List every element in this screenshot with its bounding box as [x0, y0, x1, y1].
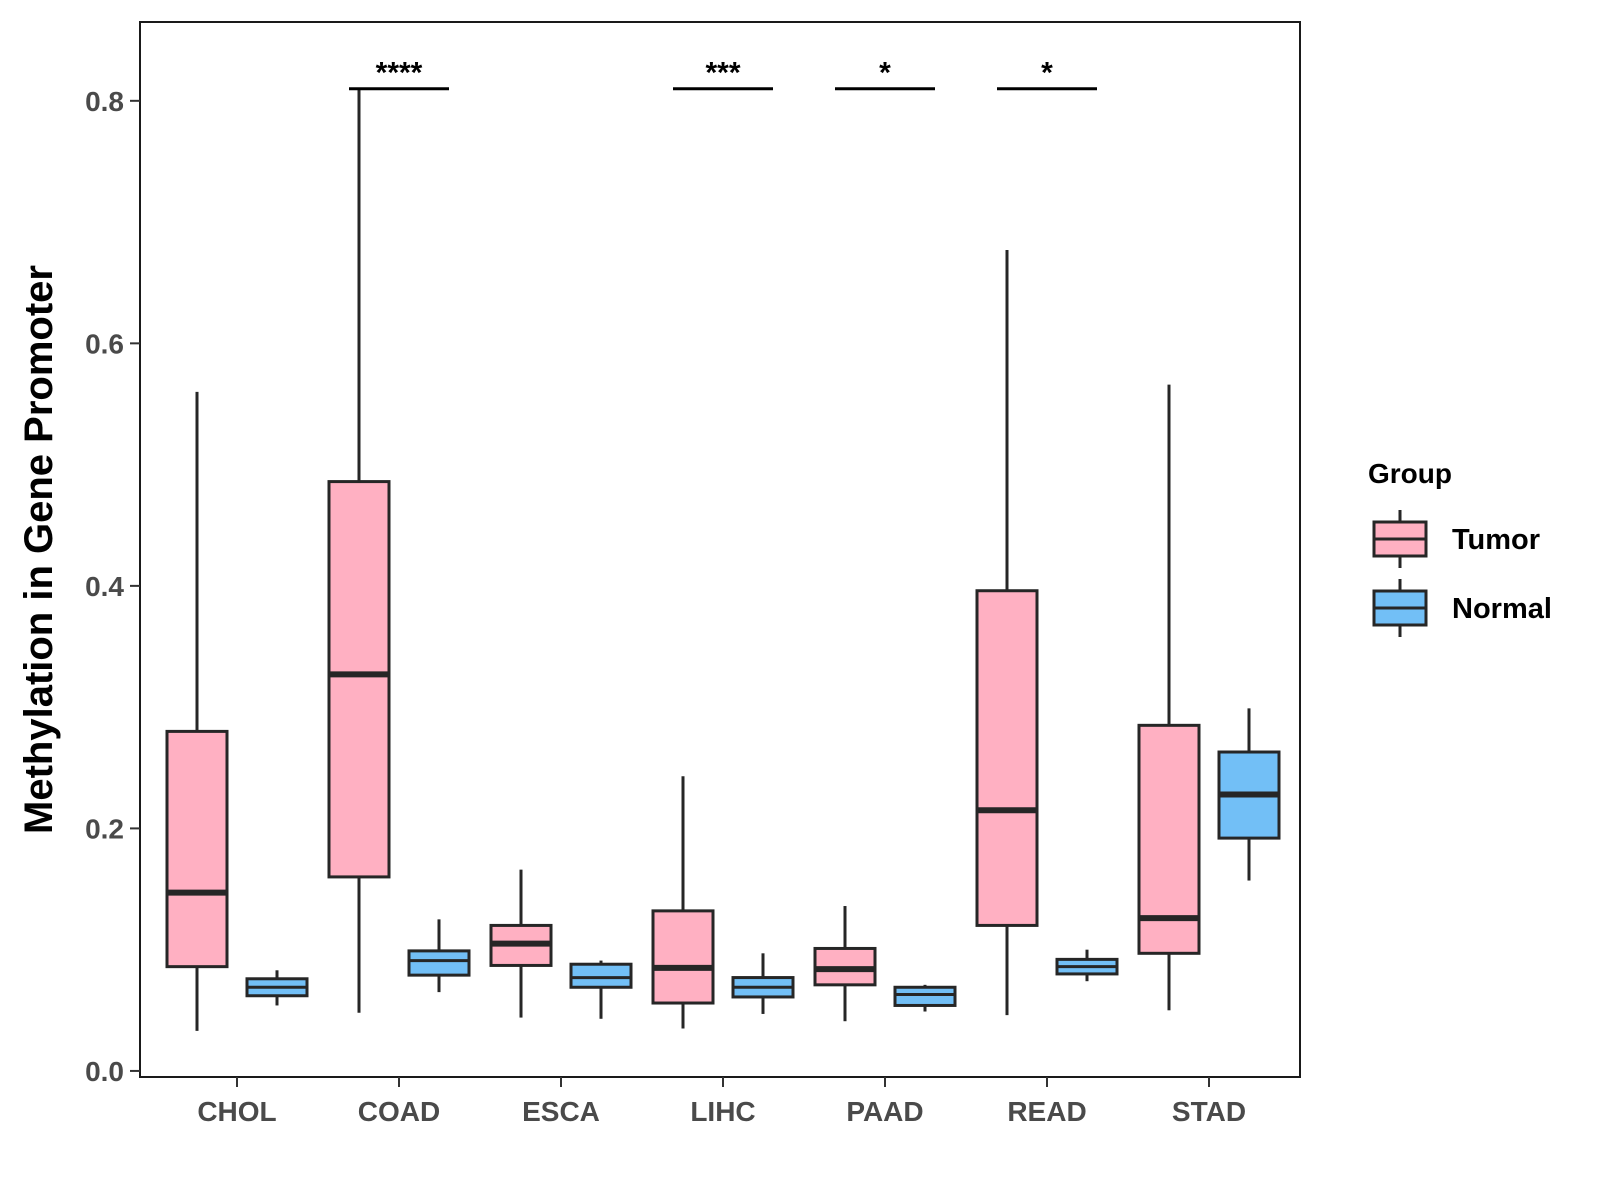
legend: Group Tumor Normal — [1368, 458, 1552, 637]
box-normal-read — [1055, 949, 1119, 982]
x-tick-label-coad: COAD — [358, 1096, 440, 1127]
box-normal-coad — [407, 919, 471, 993]
legend-title: Group — [1368, 458, 1452, 489]
box-tumor-paad — [813, 906, 877, 1022]
box-normal-stad — [1217, 708, 1281, 881]
y-axis: 0.0 0.2 0.4 0.6 0.8 — [85, 86, 140, 1087]
significance-label-coad: **** — [376, 57, 423, 90]
box-tumor-lihc — [651, 776, 715, 1029]
box-body-normal-esca — [569, 962, 633, 989]
y-tick-label-4: 0.8 — [85, 86, 124, 117]
x-tick-label-lihc: LIHC — [690, 1096, 755, 1127]
plot-panel-border — [139, 21, 1301, 1078]
x-tick-label-chol: CHOL — [197, 1096, 276, 1127]
box-body-tumor-coad — [327, 480, 391, 879]
legend-entries: Tumor Normal — [1372, 510, 1552, 637]
box-body-normal-coad — [407, 949, 471, 977]
y-axis-title: Methylation in Gene Promoter — [17, 265, 61, 834]
chart-marks: **** *** * * — [165, 57, 1281, 1031]
y-tick-label-0: 0.0 — [85, 1056, 124, 1087]
x-tick-label-paad: PAAD — [846, 1096, 923, 1127]
legend-entry-normal: Normal — [1372, 579, 1552, 637]
x-tick-label-read: READ — [1007, 1096, 1086, 1127]
box-body-normal-paad — [893, 985, 957, 1007]
box-tumor-read — [975, 249, 1039, 1016]
box-body-tumor-read — [975, 589, 1039, 927]
box-tumor-chol — [165, 391, 229, 1031]
box-normal-esca — [569, 960, 633, 1019]
y-tick-label-3: 0.6 — [85, 328, 124, 359]
box-tumor-coad — [327, 88, 391, 1013]
box-normal-lihc — [731, 953, 795, 1014]
x-axis: CHOL COAD ESCA LIHC PAAD READ STAD — [197, 1077, 1246, 1127]
significance-label-lihc: *** — [705, 57, 740, 90]
y-tick-label-2: 0.4 — [85, 571, 124, 602]
box-body-tumor-chol — [165, 729, 229, 969]
box-body-tumor-lihc — [651, 909, 715, 1005]
box-normal-chol — [245, 970, 309, 1006]
y-tick-label-1: 0.2 — [85, 813, 124, 844]
x-tick-label-esca: ESCA — [522, 1096, 600, 1127]
legend-label-tumor: Tumor — [1452, 524, 1540, 556]
x-tick-label-stad: STAD — [1172, 1096, 1246, 1127]
legend-entry-tumor: Tumor — [1372, 510, 1540, 568]
legend-label-normal: Normal — [1452, 593, 1552, 625]
box-normal-paad — [893, 984, 957, 1012]
box-tumor-esca — [489, 869, 553, 1018]
significance-label-read: * — [1041, 57, 1053, 90]
box-tumor-stad — [1137, 384, 1201, 1011]
significance-label-paad: * — [879, 57, 891, 90]
